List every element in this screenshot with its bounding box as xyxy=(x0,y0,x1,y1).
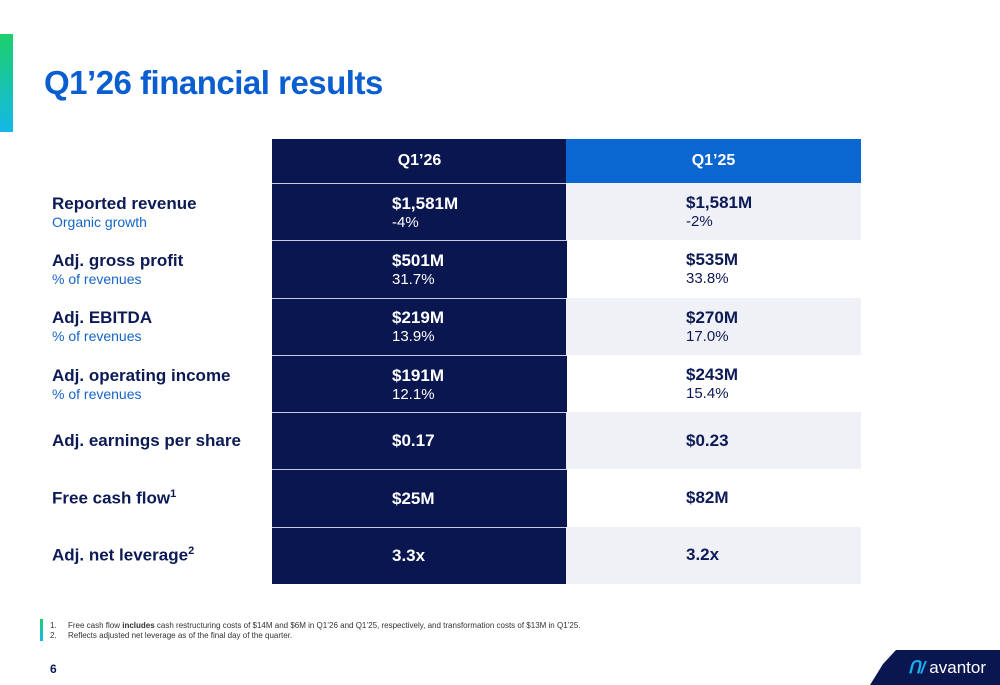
column-header-q126: Q1’26 xyxy=(397,152,442,169)
footnote-accent xyxy=(40,619,43,641)
table-cell-q126: $25M xyxy=(272,469,567,526)
table-cell-q126: 3.3x xyxy=(272,526,567,584)
logo-mark-icon: ᑎ/ xyxy=(908,657,926,677)
avantor-logo: ᑎ/avantor xyxy=(870,650,1000,685)
footnotes: 1. Free cash flow includes cash restructu… xyxy=(50,621,581,641)
table-cell-q125: $270M 17.0% xyxy=(566,297,861,355)
row-label: Adj. earnings per share xyxy=(52,430,241,450)
column-q126: Q1’26 $1,581M -4% $501M 31.7% $219M 13.9% $191… xyxy=(272,139,567,585)
table-cell-q126: $0.17 xyxy=(272,412,567,469)
row-labels: Reported revenue Organic growth Adj. gross… xyxy=(52,183,272,584)
table-cell-q125: $1,581M -2% xyxy=(566,183,861,241)
table-cell-q125: $243M 15.4% xyxy=(686,365,738,403)
table-cell-q125: $82M xyxy=(686,488,729,508)
table-cell-q125: 3.2x xyxy=(566,526,861,585)
page-number: 6 xyxy=(50,662,57,676)
table-cell-q126: $219M 13.9% xyxy=(272,297,567,355)
table-cell-q125: $0.23 xyxy=(566,412,861,470)
row-label: Adj. net leverage2 xyxy=(52,545,195,565)
row-label: Adj. operating income% of revenues xyxy=(52,365,231,402)
row-label: Reported revenue Organic growth xyxy=(52,193,197,230)
column-q125: Q1’25 $1,581M -2% $535M 33.8% $270M 17.0% $243… xyxy=(566,139,861,585)
table-cell-q126: $501M 31.7% xyxy=(272,240,567,297)
footnote-1: 1. Free cash flow includes cash restructu… xyxy=(50,621,581,630)
row-label: Free cash flow1 xyxy=(52,487,177,508)
table-cell-q126: $191M 12.1% xyxy=(272,354,567,412)
footnote-2: 2. Reflects adjusted net leverage as of t… xyxy=(50,631,293,640)
row-label: Adj. gross profit% of revenues xyxy=(52,250,184,287)
page-title: Q1’26 financial results xyxy=(44,64,383,101)
table-cell-q126: $1,581M -4% xyxy=(272,183,567,240)
accent-bar xyxy=(0,34,13,132)
table-cell-q125: $535M 33.8% xyxy=(686,250,738,288)
column-header-q125: Q1’25 xyxy=(566,139,861,183)
row-label: Adj. EBITDA% of revenues xyxy=(52,308,153,345)
